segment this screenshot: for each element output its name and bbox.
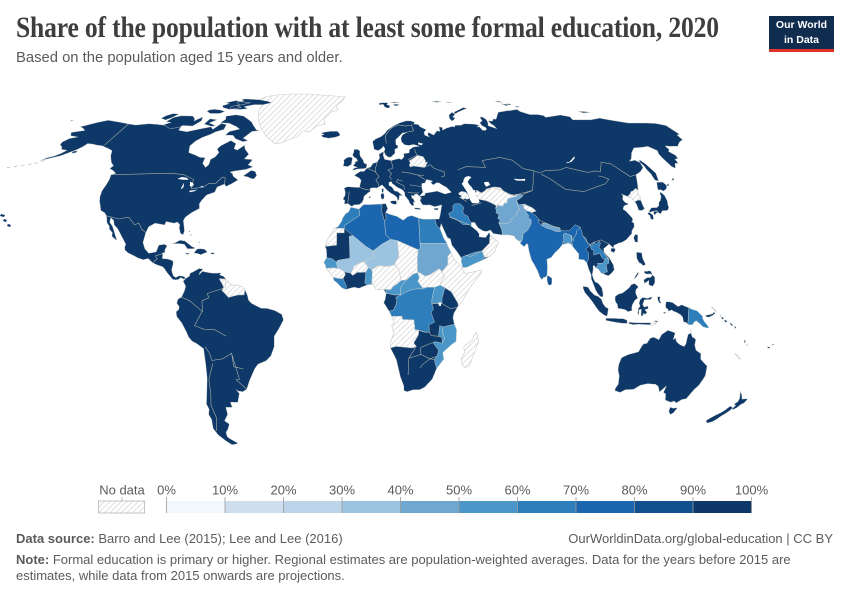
svg-text:100%: 100% [735, 483, 769, 498]
svg-text:60%: 60% [504, 483, 530, 498]
svg-text:30%: 30% [329, 483, 355, 498]
svg-text:20%: 20% [270, 483, 296, 498]
svg-text:0%: 0% [157, 483, 176, 498]
svg-text:40%: 40% [387, 483, 413, 498]
svg-text:70%: 70% [563, 483, 589, 498]
svg-text:80%: 80% [621, 483, 647, 498]
svg-text:50%: 50% [446, 483, 472, 498]
svg-text:No data: No data [99, 483, 145, 498]
svg-text:90%: 90% [680, 483, 706, 498]
svg-text:10%: 10% [212, 483, 238, 498]
